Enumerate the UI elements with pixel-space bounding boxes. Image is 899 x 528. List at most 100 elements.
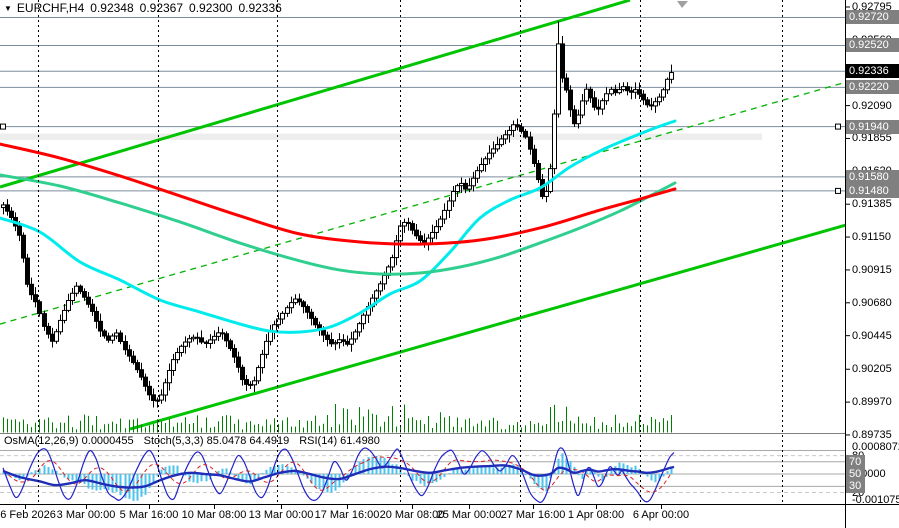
osma-bar — [597, 474, 600, 477]
candle-body — [523, 130, 528, 138]
osma-bar — [362, 459, 365, 475]
osma-bar — [67, 474, 70, 479]
price-tick-label: 0.91385 — [852, 198, 892, 211]
osma-bar — [286, 466, 289, 475]
osma-bar — [330, 474, 333, 493]
candle-body — [106, 335, 111, 341]
stoch-k-line — [2, 447, 675, 503]
osma-bar — [111, 474, 114, 493]
candle-body — [187, 338, 192, 343]
osma-bar — [549, 474, 552, 479]
osma-bar — [533, 474, 536, 485]
symbol-label: EURCHF,H4 — [16, 1, 85, 15]
candle-body — [264, 340, 269, 355]
line-handle[interactable] — [835, 187, 841, 194]
candle-body — [604, 93, 609, 102]
osma-bar — [140, 474, 143, 497]
osma-bar — [184, 474, 187, 476]
ohlc-close: 0.92336 — [238, 1, 282, 15]
panel-scale-label: -0.001075 — [852, 493, 899, 506]
osma-bar — [63, 474, 66, 478]
candle-body — [661, 89, 666, 98]
osma-bar — [160, 469, 163, 475]
price-tick-label: 0.89970 — [852, 396, 892, 409]
time-tick-label: 10 Mar 08:00 — [181, 509, 247, 521]
candle-body — [519, 126, 524, 132]
candle-body — [50, 333, 55, 342]
time-tick-label: 5 Mar 16:00 — [119, 509, 179, 521]
candle-body — [337, 339, 342, 344]
osma-bar — [419, 474, 422, 484]
channel-upper[interactable] — [0, 0, 631, 189]
trend-dashed[interactable] — [0, 67, 899, 325]
osma-bar — [448, 473, 451, 475]
osma-bar — [196, 474, 199, 484]
candle-body — [361, 314, 366, 325]
osma-bar — [492, 467, 495, 475]
candle-body — [289, 302, 294, 309]
chart-shift-marker-icon[interactable] — [677, 1, 688, 8]
candle-body — [479, 163, 484, 172]
candle-body — [600, 100, 605, 110]
candle-body — [179, 345, 184, 354]
time-tick-label: 17 Mar 16:00 — [314, 509, 380, 521]
candle-body — [568, 89, 573, 111]
price-level-badge: 0.91580 — [846, 169, 899, 184]
osma-bar — [43, 465, 46, 475]
osma-bar — [662, 474, 665, 477]
candle-body — [475, 170, 480, 179]
candle-body — [240, 366, 245, 381]
price-level-badge: 0.91940 — [846, 119, 899, 134]
candle-body — [17, 225, 22, 236]
osma-bar — [281, 464, 284, 475]
candle-body — [653, 101, 658, 107]
osma-bar — [79, 474, 82, 484]
osma-bar — [237, 474, 240, 480]
line-handle[interactable] — [0, 123, 6, 130]
osma-bar — [273, 465, 276, 475]
osma-bar — [221, 468, 224, 475]
time-tick-label: 6 Apr 00:00 — [632, 509, 690, 521]
osma-bar — [245, 474, 248, 484]
candle-body — [515, 124, 520, 128]
candle-body — [430, 231, 435, 239]
candle-body — [114, 332, 119, 337]
candle-body — [58, 319, 63, 333]
candle-body — [528, 136, 533, 150]
osma-bar — [622, 463, 625, 475]
osma-bar — [520, 470, 523, 475]
osma-bar — [148, 474, 151, 489]
candle-body — [167, 369, 172, 384]
line-handle[interactable] — [835, 123, 841, 130]
candle-body — [596, 106, 601, 110]
osma-bar — [55, 470, 58, 475]
time-tick-label: 26 Feb 2026 — [0, 509, 56, 521]
candle-body — [564, 77, 569, 91]
osma-bar — [561, 453, 564, 475]
candle-body — [98, 320, 103, 332]
osma-bar — [358, 462, 361, 475]
candle-body — [42, 313, 47, 327]
current-price-badge: 0.92336 — [846, 64, 899, 79]
candle-body — [491, 148, 496, 154]
candle-body — [33, 294, 38, 303]
price-tick-label: 0.90915 — [852, 263, 892, 276]
candle-body — [70, 292, 75, 301]
osma-bar — [403, 472, 406, 475]
osma-bar — [156, 474, 159, 477]
osma-bar — [529, 474, 532, 479]
channel-lower[interactable] — [129, 210, 899, 431]
osma-bar — [200, 474, 203, 482]
candle-body — [252, 380, 257, 386]
osma-bar — [512, 464, 515, 475]
symbol-dropdown-icon[interactable]: ▼ — [4, 4, 12, 13]
candle-body — [357, 323, 362, 333]
candle-body — [285, 307, 290, 314]
candle-body — [204, 341, 209, 344]
osma-bar — [415, 474, 418, 481]
candle-body — [341, 339, 346, 342]
candle-body — [195, 336, 200, 339]
candle-body — [224, 333, 229, 342]
price-tick-label: 0.90205 — [852, 363, 892, 376]
